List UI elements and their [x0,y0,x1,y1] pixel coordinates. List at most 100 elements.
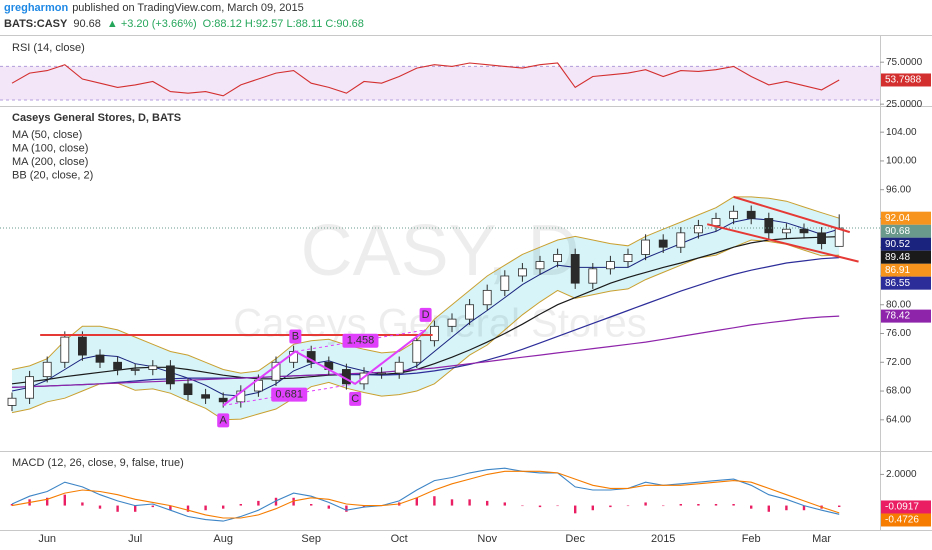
histogram-bar [486,500,489,506]
trend-line [733,195,851,234]
pattern-point-label: D [422,309,430,321]
x-tick-label: Sep [301,533,321,545]
user[interactable]: gregharmon [4,2,68,14]
watermark: Caseys General Stores [233,302,647,346]
histogram-bar [838,505,841,507]
last-value-label: -0.4726 [885,515,919,526]
candle-body [553,254,562,263]
candle-body [729,210,738,219]
candle-body [95,354,105,363]
histogram-bar [609,505,612,508]
last-value-tag [881,237,931,251]
candle-body [218,397,228,403]
candle-body [676,232,686,248]
histogram-bar [81,502,84,506]
bb-fill [12,196,840,420]
histogram-bar [292,497,295,506]
bb-upper [11,196,840,374]
pattern-point-label: B [292,330,299,342]
last-value-tag [881,309,931,323]
candle-body [412,340,422,363]
histogram-bar [662,505,665,507]
x-tick-label: Jul [128,533,142,545]
y-tick-label: 64.00 [886,414,911,425]
last-value-tag [881,250,931,264]
pattern-point-box [419,307,432,322]
y-tick-label: 80.00 [886,299,911,310]
candle-body [782,228,791,234]
histogram-bar [63,494,66,506]
y-tick-label: 100.00 [886,156,917,167]
candle-body [482,289,492,306]
panel-title: MACD (12, 26, close, 9, false, true) [12,457,184,469]
histogram-bar [785,505,788,511]
candle-body [711,218,721,227]
histogram-bar [362,505,366,508]
last-value-label: 92.04 [885,213,910,224]
panel [10,467,841,522]
x-tick-label: 2015 [651,533,675,545]
x-tick-label: Feb [742,533,761,545]
legend-entry: MA (100, close) [12,142,88,154]
moving-average [11,315,840,388]
histogram-bar [116,505,119,512]
histogram-bar [134,505,137,512]
candle-body [183,383,193,396]
candle-body [201,394,211,399]
histogram-bar [732,504,735,506]
last-value-label: 86.91 [885,265,910,276]
x-tick-label: Jun [38,533,56,545]
ohlc: O:88.12 H:92.57 L:88.11 C:90.68 [203,18,364,30]
change: ▲ +3.20 (+3.66%) [107,18,197,30]
candle-body [535,261,545,270]
candle-body [429,325,439,342]
last-value-tag [881,500,931,514]
candle-body [606,261,615,270]
ratio-label: 1.458 [347,335,375,347]
histogram-bar [186,505,190,512]
candle-body [447,318,457,327]
last-price: 90.68 [73,18,101,30]
last-value-tag [881,211,931,225]
x-tick-label: Aug [213,533,233,545]
candle-body [60,336,70,363]
trend-line [706,223,859,263]
y-tick-label: 68.00 [886,386,911,397]
pattern-point-box [349,391,362,406]
symbol-line: BATS:CASY 90.68 ▲ +3.20 (+3.66%) O:88.12 H:… [4,18,364,30]
candle-body [130,369,140,371]
histogram-bar [10,504,14,506]
candle-body [518,268,527,277]
candle-body [148,365,158,370]
histogram-bar [257,500,260,506]
candle-body [570,254,580,284]
histogram-bar [521,505,524,507]
publish-line: gregharmon published on TradingView.com, … [4,2,304,14]
legend-entry: MA (50, close) [12,129,82,141]
histogram-bar [450,499,454,506]
pattern-point-box [289,329,302,344]
abcd-pattern [222,329,427,407]
ratio-box [271,387,308,402]
last-value-label: -0.0917 [885,502,919,513]
candle-body [641,239,650,255]
y-tick-label: 72.00 [886,357,911,368]
last-value-tag [881,513,931,527]
last-value-tag [881,276,931,290]
histogram-bar [433,496,436,506]
pattern-point-box [217,413,230,428]
symbol: BATS:CASY [4,18,68,30]
x-tick-label: Dec [565,533,585,545]
histogram-bar [750,505,753,509]
candle-body [113,361,122,370]
candle-body [42,361,52,378]
candle-body [25,376,35,399]
histogram-bar [222,505,225,509]
histogram-bar [556,505,559,507]
last-value-label: 86.55 [885,278,910,289]
candle-body [78,336,87,356]
histogram-bar [679,504,682,506]
y-tick-label: 25.0000 [886,99,923,110]
panel-title: Caseys General Stores, D, BATS [12,112,181,124]
